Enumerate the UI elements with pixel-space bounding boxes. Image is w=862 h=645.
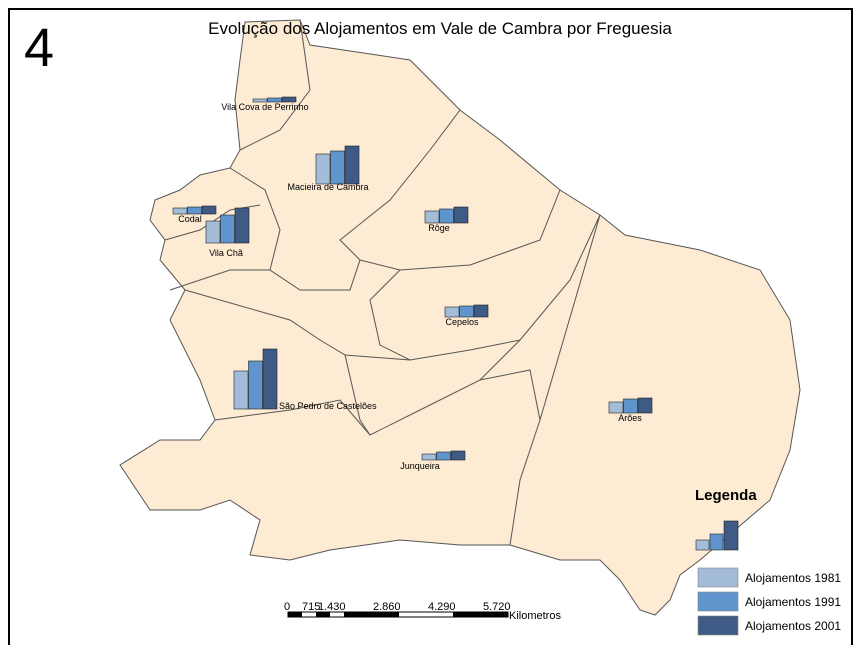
bar: [453, 206, 469, 224]
bar: [187, 206, 202, 215]
bar: [201, 205, 217, 215]
map-title: Evolução dos Alojamentos em Vale de Camb…: [208, 19, 672, 38]
bar: [608, 401, 624, 414]
bar: [424, 210, 440, 224]
parish-label: Codal: [178, 214, 202, 224]
bar: [172, 207, 188, 215]
scale-bar: [287, 611, 509, 618]
bar: [473, 304, 489, 318]
legend-icon: [695, 520, 739, 551]
parish-label: Cepelos: [445, 317, 479, 327]
bar: [436, 451, 451, 461]
map-number: 4: [24, 18, 54, 78]
scale-label: 5.720: [483, 601, 511, 613]
legend-swatch: [697, 615, 739, 636]
bar: [220, 214, 235, 244]
legend-label: Alojamentos 1981: [745, 571, 841, 585]
parish-label: São Pedro de Castelões: [279, 401, 377, 411]
bar: [205, 220, 221, 244]
legend-label: Alojamentos 2001: [745, 619, 841, 633]
scale-label: 715: [302, 601, 320, 613]
parish-label: Vila Cova de Perrinho: [221, 102, 308, 112]
bar: [281, 96, 297, 103]
bar: [234, 207, 250, 244]
legend-title: Legenda: [695, 487, 757, 504]
legend-swatch: [697, 567, 739, 588]
frame: [8, 8, 853, 645]
bar: [439, 208, 454, 224]
scale-label: 0: [284, 601, 290, 613]
legend-label: Alojamentos 1991: [745, 595, 841, 609]
bar: [623, 398, 638, 414]
parish-label: Rôge: [428, 223, 450, 233]
scale-label: 2.860: [373, 601, 401, 613]
scale-unit: Kilometros: [509, 610, 561, 622]
bar: [330, 150, 345, 185]
parish-label: Junqueira: [400, 461, 440, 471]
bar: [233, 370, 249, 410]
bar: [315, 153, 331, 185]
bar: [262, 348, 278, 410]
scale-label: 4.290: [428, 601, 456, 613]
bar: [637, 397, 653, 414]
parish-boundaries: [164, 19, 601, 546]
scale-label: 1.430: [318, 601, 346, 613]
bar: [248, 360, 263, 410]
bar: [267, 97, 282, 103]
bar: [252, 98, 268, 103]
parish-label: Macieira de Cambra: [287, 182, 368, 192]
municipality: [119, 19, 801, 616]
parish-label: Arões: [618, 413, 642, 423]
bar: [450, 450, 466, 461]
bar: [444, 306, 460, 318]
bar: [421, 453, 437, 461]
bar: [459, 305, 474, 318]
bar: [344, 145, 360, 185]
legend-swatch: [697, 591, 739, 612]
parish-label: Vila Chã: [209, 248, 243, 258]
